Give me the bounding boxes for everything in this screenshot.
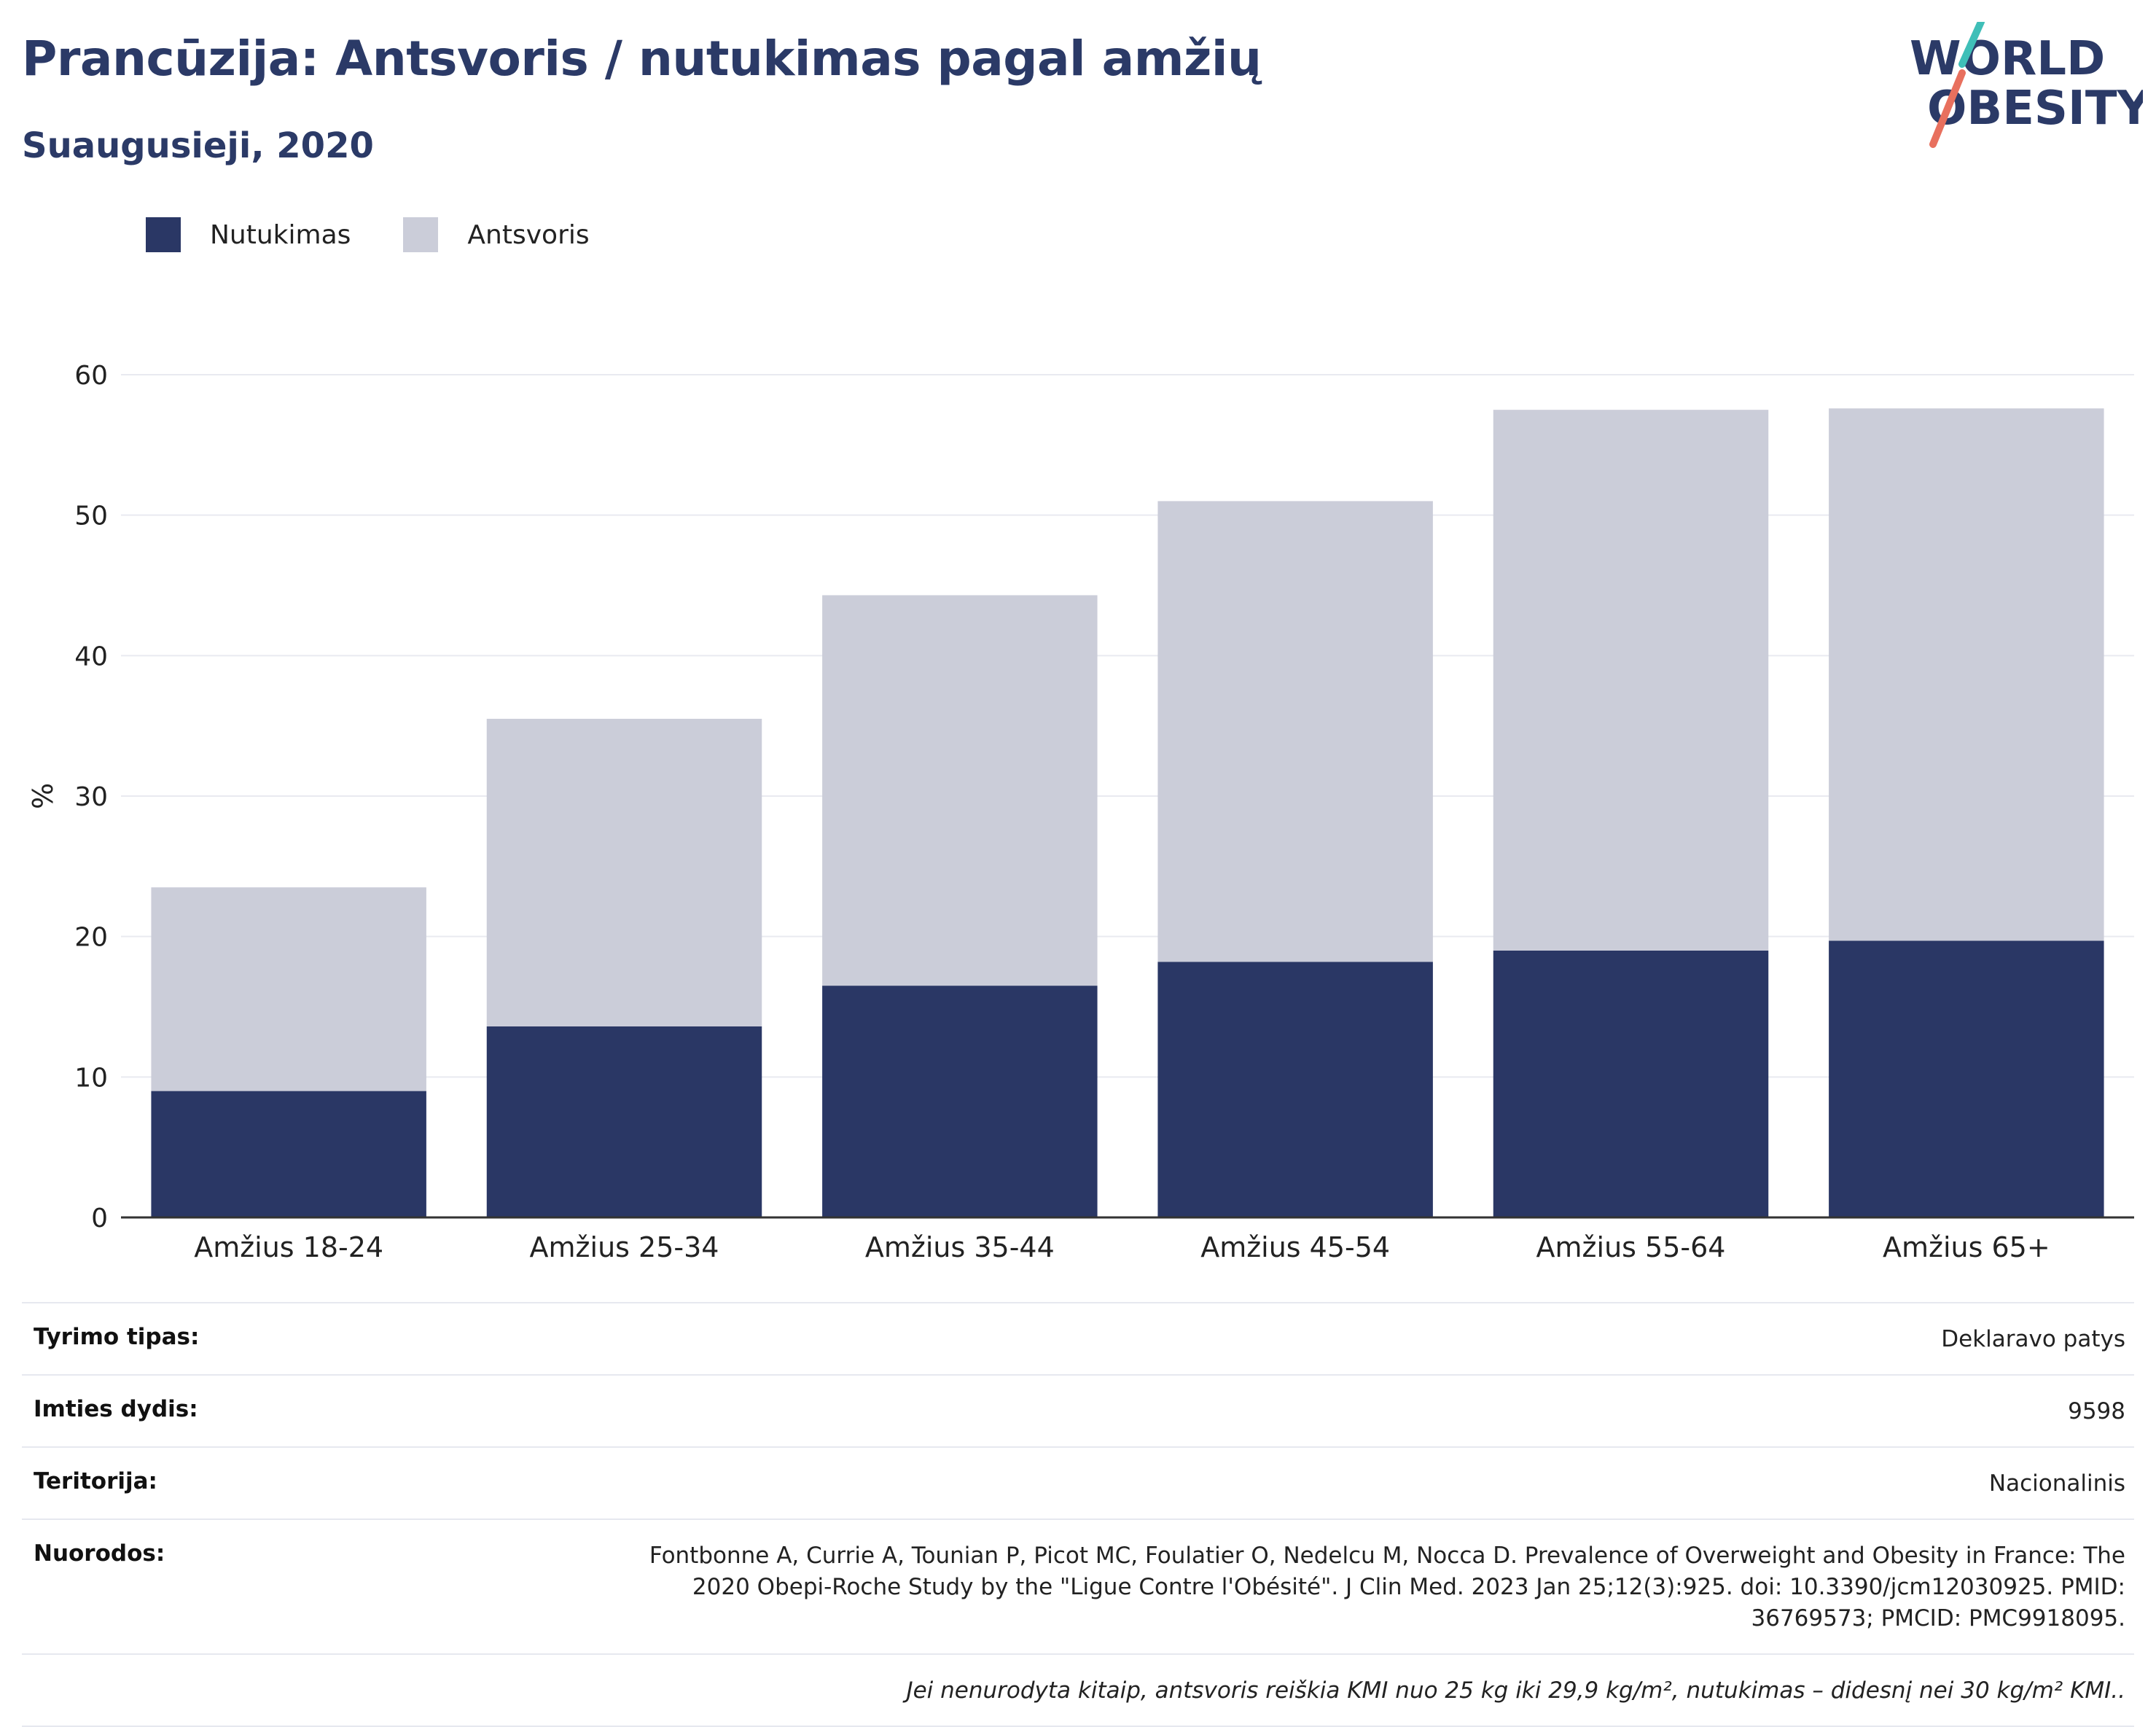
- bar-obesity-4: [1493, 950, 1769, 1217]
- logo-text-obesity: OBESITY: [1927, 82, 2143, 136]
- legend-item-obesity: Nutukimas: [146, 217, 351, 252]
- bar-obesity-3: [1157, 962, 1433, 1217]
- bar-obesity-2: [822, 986, 1098, 1217]
- logo-text-world: WORLD: [1910, 32, 2105, 86]
- info-note: Jei nenurodyta kitaip, antsvoris reiškia…: [906, 1677, 2125, 1704]
- bar-obesity-5: [1829, 940, 2104, 1217]
- info-row-references: Nuorodos: Fontbonne A, Currie A, Tounian…: [22, 1519, 2134, 1653]
- info-label-territory: Teritorija:: [34, 1468, 157, 1494]
- bar-overweight-3: [1157, 501, 1433, 962]
- legend-swatch-overweight: [403, 217, 439, 252]
- y-tick-label-20: 20: [74, 923, 108, 953]
- info-value-survey-type: Deklaravo patys: [1941, 1326, 2125, 1352]
- stacked-bar-chart: 0 10 20 30 40 50 60% Amžius 18-24 Amžius 25-34 Am…: [27, 361, 2134, 1261]
- x-tick-label-5: Amžius 65+: [1883, 1231, 2050, 1261]
- info-label-sample-size: Imties dydis:: [34, 1396, 198, 1422]
- y-tick-label-60: 60: [74, 361, 108, 391]
- bar-overweight-4: [1493, 410, 1769, 951]
- y-axis-label: %: [27, 783, 59, 809]
- y-tick-label-0: 0: [91, 1204, 108, 1233]
- x-tick-label-2: Amžius 35-44: [865, 1231, 1055, 1261]
- legend-item-overweight: Antsvoris: [403, 217, 590, 252]
- info-row-survey-type: Tyrimo tipas: Deklaravo patys: [22, 1302, 2134, 1374]
- y-tick-label-10: 10: [74, 1063, 108, 1093]
- legend-label-obesity: Nutukimas: [210, 219, 351, 250]
- y-tick-label-50: 50: [74, 502, 108, 531]
- x-tick-label-0: Amžius 18-24: [194, 1231, 383, 1261]
- legend-swatch-obesity: [146, 217, 181, 252]
- x-tick-label-4: Amžius 55-64: [1536, 1231, 1726, 1261]
- info-row-note: Jei nenurodyta kitaip, antsvoris reiškia…: [22, 1653, 2134, 1726]
- page-subtitle: Suaugusieji, 2020: [22, 125, 374, 166]
- bar-overweight-2: [822, 595, 1098, 986]
- info-value-territory: Nacionalinis: [1988, 1470, 2125, 1497]
- world-obesity-logo: WORLD OBESITY: [1910, 22, 2143, 148]
- info-value-sample-size: 9598: [2068, 1398, 2125, 1424]
- info-table: Tyrimo tipas: Deklaravo patys Imties dyd…: [22, 1302, 2134, 1727]
- bar-overweight-5: [1829, 408, 2104, 941]
- info-label-references: Nuorodos:: [34, 1540, 165, 1567]
- chart-legend: Nutukimas Antsvoris: [146, 217, 642, 252]
- bar-obesity-1: [486, 1026, 762, 1217]
- info-row-sample-size: Imties dydis: 9598: [22, 1374, 2134, 1446]
- logo-slash-teal: [1958, 22, 1985, 68]
- x-tick-label-3: Amžius 45-54: [1200, 1231, 1390, 1261]
- bar-obesity-0: [151, 1091, 426, 1217]
- info-value-references: Fontbonne A, Currie A, Tounian P, Picot …: [649, 1543, 2125, 1632]
- legend-label-overweight: Antsvoris: [467, 219, 590, 250]
- y-tick-label-40: 40: [74, 642, 108, 671]
- info-label-survey-type: Tyrimo tipas:: [34, 1324, 200, 1350]
- bar-overweight-1: [486, 719, 762, 1026]
- y-tick-label-30: 30: [74, 782, 108, 812]
- bar-overweight-0: [151, 887, 426, 1091]
- x-tick-label-1: Amžius 25-34: [530, 1231, 719, 1261]
- info-row-territory: Teritorija: Nacionalinis: [22, 1446, 2134, 1519]
- logo-slash-coral: [1929, 69, 1966, 148]
- page-title: Prancūzija: Antsvoris / nutukimas pagal …: [22, 31, 1262, 87]
